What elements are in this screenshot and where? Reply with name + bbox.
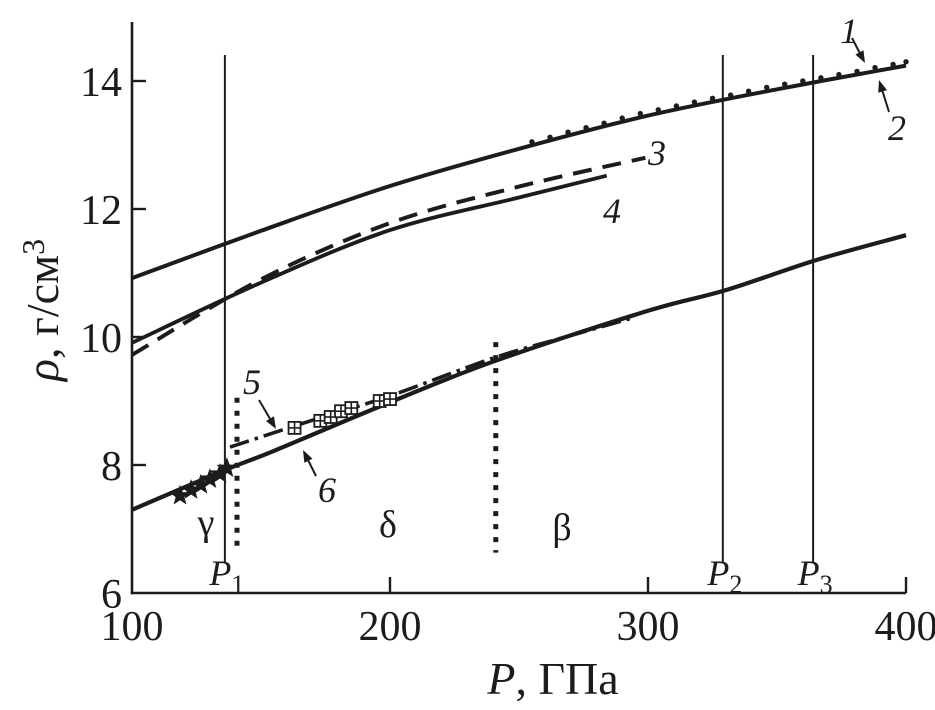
y-tick-label-14: 14: [80, 60, 122, 106]
dot: [782, 81, 788, 87]
annotation-arrow-2-shaft: [881, 91, 890, 113]
annotation-label-2: 2: [888, 108, 906, 148]
curve-2-line: [131, 63, 907, 280]
dot: [764, 84, 770, 91]
annotation-arrow-5-head: [266, 416, 276, 429]
y-tick-label-10: 10: [80, 316, 122, 362]
annotation-arrow-2-head: [878, 80, 887, 93]
annotation-arrow-1-head: [855, 50, 865, 63]
x-tick-label-300: 300: [617, 604, 680, 650]
annotation-arrow-1-shaft: [851, 37, 861, 53]
y-tick-label-6: 6: [101, 572, 122, 618]
dot: [903, 59, 909, 65]
y-tick-label-8: 8: [101, 444, 122, 490]
dot: [637, 110, 643, 117]
y-tick-label-12: 12: [80, 188, 122, 234]
phase-region-label-beta: β: [552, 507, 571, 549]
x-tick-label-200: 200: [359, 604, 422, 650]
annotation-arrow-6-shaft: [307, 460, 317, 477]
stars-markers: [169, 457, 238, 505]
x-tick-label-100: 100: [101, 604, 164, 650]
square-plus-marker: [383, 392, 397, 406]
annotation-label-4: 4: [603, 191, 621, 231]
star-marker: [216, 457, 238, 478]
y-axis-title: ρ, г/см3: [15, 239, 68, 383]
curve-4-line: [131, 173, 608, 345]
annotation-arrow-6-head: [303, 450, 313, 463]
phase-region-label-delta: δ: [379, 504, 397, 546]
annotation-arrow-5-shaft: [258, 399, 271, 420]
square-plus-marker: [287, 420, 302, 435]
square-plus-marker: [344, 401, 359, 415]
x-axis-title: P, ГПа: [486, 653, 618, 704]
annotation-label-5: 5: [243, 362, 261, 402]
squares-markers: [287, 392, 397, 435]
curve-6-line: [131, 233, 907, 512]
annotation-label-6: 6: [318, 470, 336, 510]
curve-5-line: [229, 315, 636, 449]
x-tick-label-400: 400: [875, 604, 935, 650]
phase-region-label-gamma: γ: [197, 502, 215, 544]
annotation-label-3: 3: [647, 133, 666, 173]
